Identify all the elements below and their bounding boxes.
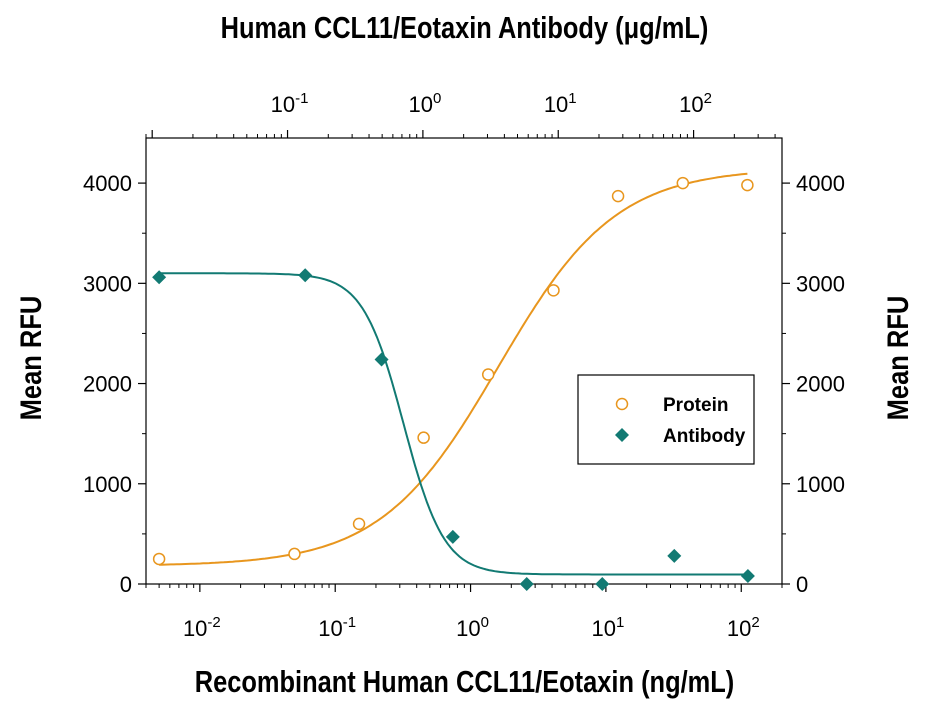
protein-data-point xyxy=(352,517,366,531)
legend-marker-antibody xyxy=(615,428,629,442)
plot-border xyxy=(145,137,783,585)
legend-label-protein: Protein xyxy=(663,395,728,416)
antibody-data-point xyxy=(667,548,682,563)
x-tick-label-top: 100 xyxy=(408,90,441,117)
x-axis-title: Recombinant Human CCL11/Eotaxin (ng/mL) xyxy=(194,664,735,699)
y-tick-label-left: 2000 xyxy=(83,372,132,397)
protein-data-point xyxy=(481,368,495,381)
x-tick-label-bottom: 10-1 xyxy=(318,614,356,641)
x-tick-label-top: 10-1 xyxy=(271,90,309,117)
protein-data-point xyxy=(676,176,690,190)
antibody-data-point xyxy=(740,568,755,583)
protein-data-point xyxy=(152,552,166,566)
antibody-fit-curve xyxy=(159,272,748,576)
data-points xyxy=(152,176,755,591)
top-axis-title: Human CCL11/Eotaxin Antibody (μg/mL) xyxy=(220,10,709,45)
y-tick-label-right: 3000 xyxy=(796,271,845,296)
antibody-data-point xyxy=(298,268,313,283)
x-tick-label-top: 101 xyxy=(544,90,577,117)
protein-data-point xyxy=(741,178,754,192)
y-tick-label-left: 4000 xyxy=(83,171,132,196)
x-tick-label-bottom: 100 xyxy=(456,614,489,641)
y-tick-label-left: 1000 xyxy=(83,472,132,497)
antibody-data-point xyxy=(374,352,389,367)
y-tick-label-right: 1000 xyxy=(796,472,845,497)
y-tick-label-left: 3000 xyxy=(83,271,132,296)
antibody-data-point xyxy=(595,577,610,591)
y-tick-label-right: 4000 xyxy=(796,171,845,196)
protein-data-point xyxy=(611,189,625,203)
x-tick-label-bottom: 102 xyxy=(727,614,760,641)
antibody-data-point xyxy=(519,577,534,591)
y-tick-label-right: 2000 xyxy=(796,372,845,397)
x-tick-label-bottom: 101 xyxy=(591,614,624,641)
legend-marker-protein xyxy=(615,397,629,411)
legend-box xyxy=(577,374,755,465)
antibody-data-point xyxy=(152,270,167,285)
protein-data-point xyxy=(547,284,560,297)
antibody-data-point xyxy=(445,529,460,544)
protein-fit-curve xyxy=(159,172,748,566)
x-tick-label-bottom: 10-2 xyxy=(183,614,221,641)
legend: Protein Antibody xyxy=(577,374,755,465)
fit-curves xyxy=(159,172,748,576)
x-tick-label-top: 102 xyxy=(679,90,712,117)
axis-ticks: 0 0 1000 1000 2000 2000 3000 3000 4000 4000 10-2 10… xyxy=(83,90,845,641)
legend-label-antibody: Antibody xyxy=(663,426,746,447)
protein-data-point xyxy=(417,431,430,444)
y-tick-label-right: 0 xyxy=(796,572,808,597)
plot-frame xyxy=(145,137,783,585)
y-tick-label-left: 0 xyxy=(120,572,132,597)
protein-data-point xyxy=(288,547,301,561)
